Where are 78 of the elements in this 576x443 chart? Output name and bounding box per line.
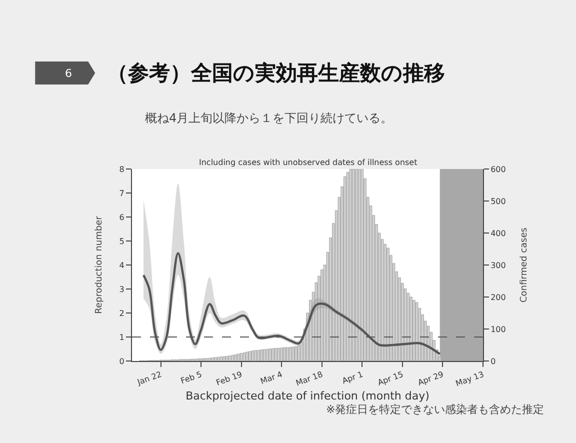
chart-subtitle: 概ね4月上旬以降から１を下回り続けている。 — [145, 111, 393, 125]
y2-tick-label: 100 — [490, 324, 506, 334]
x-tick-label: May 13 — [454, 370, 486, 388]
y-tick-label: 1 — [119, 332, 124, 342]
chart-title: （参考）全国の実効再生産数の推移 — [107, 61, 445, 85]
bar — [280, 348, 283, 361]
x-tick-label: Mar 18 — [294, 370, 324, 388]
x-axis-title: Backprojected date of infection (month day) — [186, 389, 430, 402]
bar — [344, 176, 346, 361]
bar — [208, 358, 212, 361]
bar — [252, 350, 254, 361]
x-tick-label: Apr 1 — [340, 370, 364, 386]
bar — [298, 344, 300, 361]
bar — [231, 354, 234, 361]
y-tick-label: 3 — [119, 284, 124, 294]
y2-tick-label: 300 — [490, 260, 506, 270]
x-tick-label: Feb 19 — [215, 370, 244, 388]
y-tick-label: 4 — [119, 260, 124, 270]
y-tick-label: 7 — [119, 188, 124, 198]
text: ※発症日を特定できない感染者も含めた推定 — [326, 403, 544, 416]
bar — [254, 350, 258, 361]
bar — [416, 302, 418, 361]
bar — [412, 300, 416, 361]
bar — [283, 347, 286, 361]
bar — [240, 353, 243, 361]
y2-tick-label: 0 — [490, 356, 496, 366]
bar — [288, 346, 292, 361]
bar — [355, 169, 358, 361]
bar — [263, 349, 266, 361]
bar — [349, 169, 352, 361]
y2-tick-label: 200 — [490, 292, 506, 302]
bar — [272, 348, 274, 361]
text: 6 — [65, 67, 72, 80]
x-tick-label: Feb 5 — [180, 370, 204, 386]
y-tick-label: 0 — [119, 356, 124, 366]
x-tick-label: Apr 29 — [416, 370, 445, 388]
x-tick-label: Mar 4 — [259, 370, 284, 386]
bar — [205, 358, 208, 361]
bar — [274, 348, 278, 361]
y-tick-label: 8 — [119, 164, 124, 174]
bar — [246, 352, 248, 361]
bar — [216, 356, 220, 361]
bar — [220, 356, 223, 361]
bar — [226, 356, 228, 361]
bar — [228, 356, 232, 361]
bar — [358, 169, 361, 361]
bar — [277, 348, 280, 361]
y-tick-label: 2 — [119, 308, 124, 318]
bar — [211, 358, 214, 361]
bar — [242, 352, 246, 361]
bar — [410, 296, 412, 361]
x-tick-label: Jan 22 — [135, 370, 163, 388]
bar — [286, 347, 289, 361]
bar — [202, 358, 206, 361]
bar — [268, 348, 272, 361]
y2-axis-title: Confirmed cases — [520, 227, 530, 302]
y-axis-title: Reproduction number — [94, 216, 105, 314]
x-tick-label: Apr 15 — [376, 370, 404, 388]
bar — [248, 351, 252, 361]
bar — [222, 356, 226, 361]
bar — [260, 350, 263, 361]
bar — [360, 169, 364, 361]
bar — [292, 346, 294, 361]
bar — [214, 357, 217, 361]
y-tick-label: 5 — [119, 236, 124, 246]
bar — [237, 354, 240, 361]
bar — [266, 348, 269, 361]
bar — [234, 354, 237, 361]
bar — [294, 346, 298, 361]
bar — [352, 169, 355, 361]
bar — [346, 172, 350, 361]
y2-tick-label: 400 — [490, 228, 506, 238]
y2-tick-label: 500 — [490, 196, 506, 206]
bar — [257, 350, 260, 361]
bar — [386, 248, 390, 361]
y-tick-label: 6 — [119, 212, 124, 222]
y2-tick-label: 600 — [490, 164, 506, 174]
text: Including cases with unobserved dates of illness onset — [199, 158, 418, 167]
